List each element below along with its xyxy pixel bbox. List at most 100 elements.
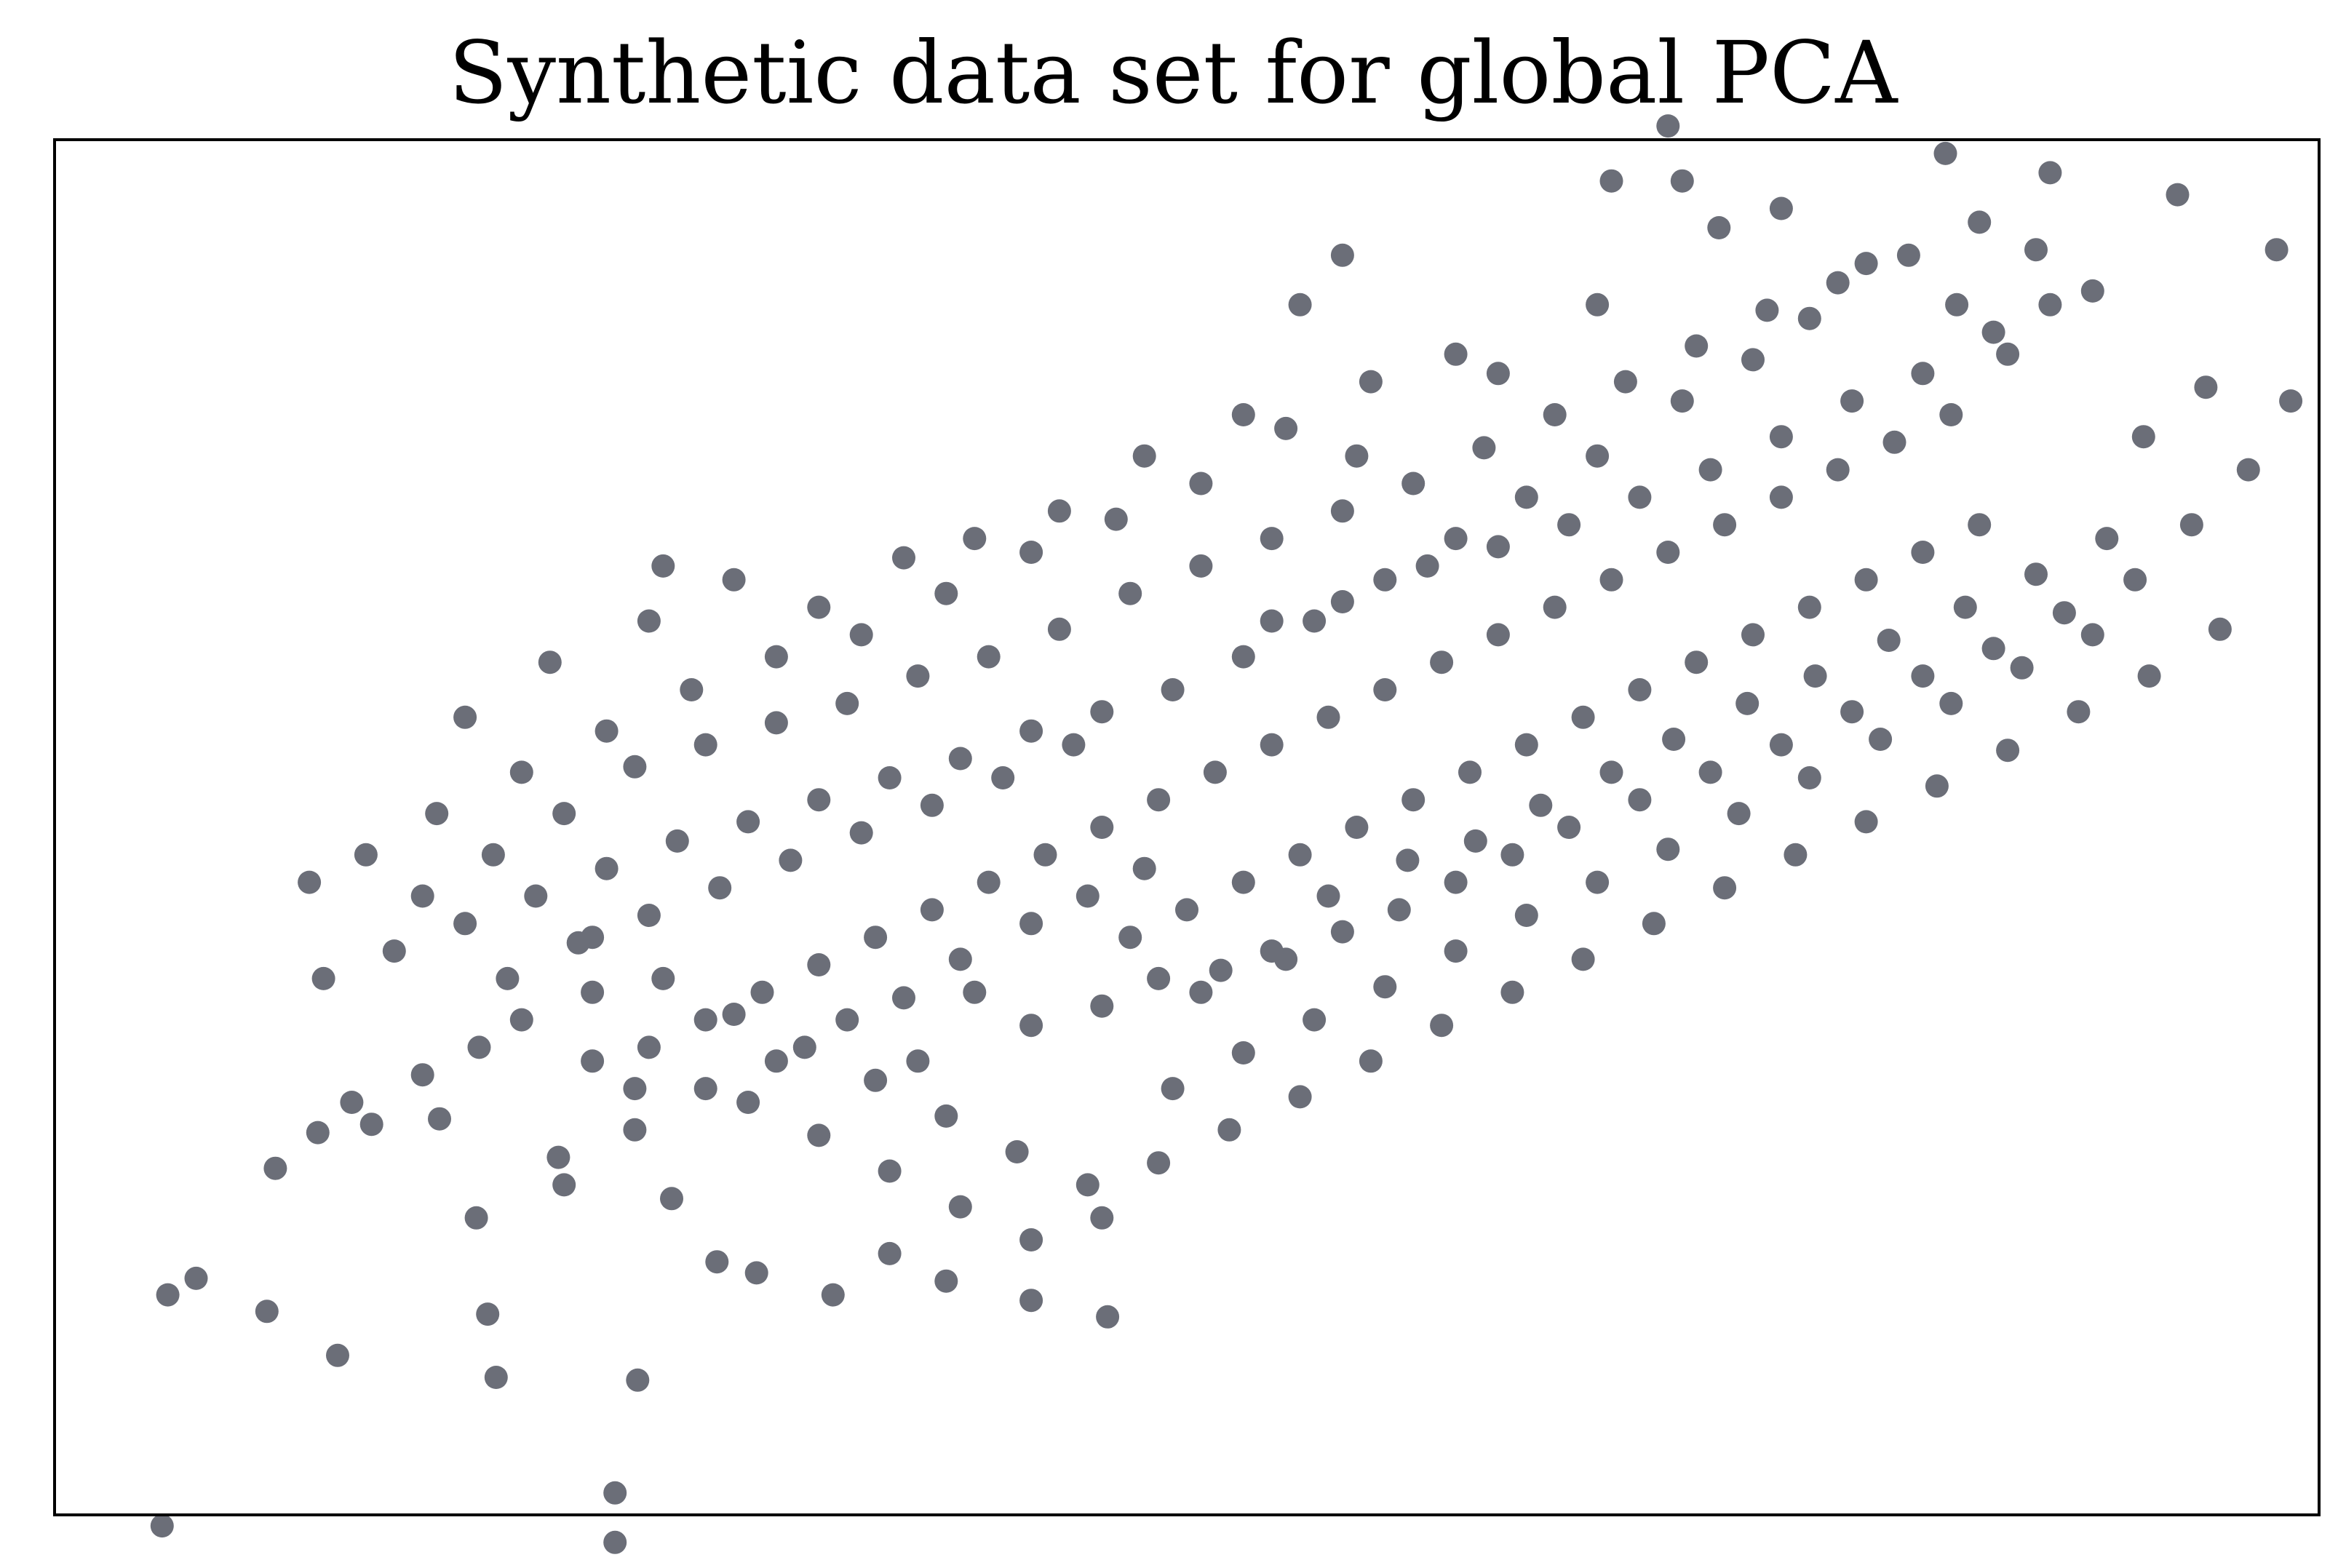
- data-point: [948, 947, 972, 971]
- data-point: [1075, 884, 1100, 908]
- data-point: [821, 1283, 845, 1307]
- data-point: [581, 1049, 605, 1073]
- data-point: [1854, 568, 1878, 592]
- data-point: [807, 595, 831, 619]
- data-point: [651, 966, 675, 990]
- data-point: [410, 1063, 434, 1087]
- data-point: [359, 1113, 383, 1137]
- data-point: [1231, 645, 1255, 669]
- data-point: [1472, 436, 1496, 460]
- data-point: [2265, 238, 2289, 262]
- data-point: [1444, 939, 1468, 963]
- data-point: [1345, 444, 1369, 468]
- data-point: [1981, 320, 2005, 344]
- data-point: [425, 802, 449, 826]
- data-point: [546, 1145, 570, 1169]
- data-point: [623, 1118, 647, 1142]
- data-point: [1217, 1118, 1241, 1142]
- data-point: [736, 1091, 760, 1114]
- data-point: [1373, 568, 1397, 592]
- data-point: [524, 884, 548, 908]
- data-point: [1033, 843, 1057, 867]
- data-point: [1586, 444, 1610, 468]
- data-point: [1877, 629, 1901, 652]
- data-point: [764, 1049, 788, 1073]
- data-point: [878, 766, 902, 789]
- data-point: [1463, 829, 1487, 853]
- data-point: [1359, 1049, 1383, 1073]
- data-point: [1005, 1140, 1029, 1163]
- data-point: [1132, 856, 1156, 880]
- data-point: [298, 870, 322, 894]
- data-point: [920, 898, 944, 922]
- data-point: [1656, 541, 1680, 564]
- data-point: [1968, 513, 1992, 537]
- data-point: [1628, 485, 1652, 509]
- data-point: [1373, 975, 1397, 999]
- data-point: [991, 766, 1015, 789]
- data-point: [595, 719, 619, 743]
- data-point: [603, 1481, 627, 1505]
- data-point: [722, 1003, 746, 1026]
- data-point: [849, 821, 873, 845]
- data-points: [150, 114, 2303, 1554]
- data-point: [779, 848, 803, 872]
- data-point: [1628, 788, 1652, 812]
- data-point: [453, 912, 477, 936]
- data-point: [1430, 650, 1454, 674]
- data-point: [311, 966, 335, 990]
- data-point: [1826, 458, 1850, 482]
- data-point: [2052, 601, 2076, 625]
- data-point: [2067, 700, 2091, 724]
- data-point: [1303, 609, 1327, 633]
- data-point: [1118, 581, 1142, 605]
- data-point: [1203, 760, 1227, 784]
- data-point: [2123, 568, 2147, 592]
- data-point: [603, 1530, 627, 1554]
- data-point: [1514, 485, 1538, 509]
- data-point: [263, 1156, 287, 1180]
- data-point: [1090, 994, 1114, 1018]
- data-point: [1090, 816, 1114, 839]
- data-point: [1911, 541, 1935, 564]
- data-point: [792, 1035, 816, 1059]
- data-point: [693, 1077, 717, 1101]
- data-point: [184, 1266, 208, 1290]
- data-point: [1401, 788, 1426, 812]
- plot-frame: [53, 138, 2321, 1516]
- data-point: [764, 645, 788, 669]
- data-point: [2236, 458, 2260, 482]
- data-point: [849, 623, 873, 647]
- data-point: [2038, 161, 2062, 185]
- data-point: [1096, 1305, 1120, 1329]
- data-point: [1599, 568, 1623, 592]
- data-point: [1571, 947, 1595, 971]
- data-point: [1797, 595, 1821, 619]
- data-point: [1769, 485, 1793, 509]
- data-point: [1656, 114, 1680, 138]
- data-point: [1741, 623, 1765, 647]
- data-point: [864, 1068, 888, 1092]
- data-point: [1387, 898, 1411, 922]
- data-point: [1303, 1008, 1327, 1032]
- data-point: [496, 966, 520, 990]
- data-point: [1933, 141, 1957, 165]
- data-point: [306, 1121, 330, 1145]
- data-point: [977, 870, 1001, 894]
- data-point: [566, 931, 590, 955]
- data-point: [453, 705, 477, 729]
- data-point: [1543, 595, 1567, 619]
- data-point: [1189, 471, 1213, 496]
- data-point: [878, 1241, 902, 1265]
- data-point: [2166, 183, 2190, 207]
- data-point: [1840, 700, 1864, 724]
- data-point: [1062, 733, 1086, 757]
- data-point: [1797, 766, 1821, 789]
- data-point: [1019, 912, 1043, 936]
- data-point: [680, 678, 704, 701]
- data-point: [637, 1035, 661, 1059]
- data-point: [1769, 196, 1793, 220]
- data-point: [807, 953, 831, 976]
- data-point: [1161, 678, 1185, 701]
- data-point: [1854, 252, 1878, 276]
